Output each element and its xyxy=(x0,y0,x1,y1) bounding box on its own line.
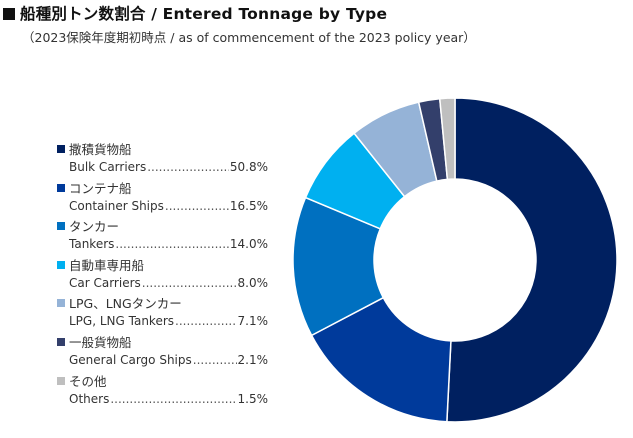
legend-item: 自動車専用船 Car Carriers 8.0% xyxy=(57,257,270,295)
legend-label-jp: 自動車専用船 xyxy=(69,257,145,273)
legend-row-en: General Cargo Ships 2.1% xyxy=(69,353,268,367)
legend-value: 8.0% xyxy=(237,275,269,290)
legend-row-en: Others 1.5% xyxy=(69,392,268,406)
legend-label-en: Car Carriers xyxy=(69,275,141,290)
legend-label-en: Container Ships xyxy=(69,198,164,213)
legend-swatch xyxy=(57,183,65,192)
legend-swatch xyxy=(57,145,65,153)
legend-row-en: LPG, LNG Tankers 7.1% xyxy=(69,314,268,328)
legend-row-en: Container Ships 16.5% xyxy=(69,199,268,213)
legend-label-jp: タンカー xyxy=(69,219,120,235)
legend-item: LPG、LNGタンカー LPG, LNG Tankers 7.1% xyxy=(57,295,270,333)
donut-slice xyxy=(438,97,456,181)
legend-swatch xyxy=(57,299,65,308)
legend-value: 2.1% xyxy=(237,353,269,367)
legend-swatch xyxy=(57,338,65,346)
legend-row-en: Bulk Carriers 50.8% xyxy=(69,160,268,174)
legend-item: その他 Others 1.5% xyxy=(57,373,270,411)
legend-item: 撒積貨物船 Bulk Carriers 50.8% xyxy=(57,141,270,179)
legend-value: 14.0% xyxy=(229,237,268,252)
title-square-icon xyxy=(3,8,15,20)
legend-swatch xyxy=(57,222,65,231)
legend-item: コンテナ船 Container Ships 16.5% xyxy=(57,180,270,218)
chart-title-text: 船種別トン数割合 / Entered Tonnage by Type xyxy=(20,5,388,23)
legend-value: 16.5% xyxy=(229,198,268,213)
legend-row-en: Car Carriers 8.0% xyxy=(69,276,268,290)
chart-title: 船種別トン数割合 / Entered Tonnage by Type xyxy=(3,2,387,24)
legend-label-en: Tankers xyxy=(69,237,115,252)
legend-label-jp: コンテナ船 xyxy=(69,180,132,196)
chart-subtitle: （2023保険年度期初時点 / as of commencement of th… xyxy=(22,30,476,45)
legend-label-jp: 一般貨物船 xyxy=(69,335,132,350)
legend-label-en: General Cargo Ships xyxy=(69,353,192,367)
legend-value: 50.8% xyxy=(229,160,268,174)
legend-value: 1.5% xyxy=(237,391,269,406)
legend-row-en: Tankers 14.0% xyxy=(69,237,268,251)
legend-label-jp: 撒積貨物船 xyxy=(69,142,132,157)
legend-label-jp: LPG、LNGタンカー xyxy=(69,296,182,312)
legend-swatch xyxy=(57,376,65,385)
legend-value: 7.1% xyxy=(237,314,269,329)
legend-swatch xyxy=(57,260,65,269)
donut-slice xyxy=(446,97,618,423)
legend-item: 一般貨物船 General Cargo Ships 2.1% xyxy=(57,334,270,372)
legend-item: タンカー Tankers 14.0% xyxy=(57,218,270,256)
legend-label-en: Others xyxy=(69,391,110,406)
legend-label-en: LPG, LNG Tankers xyxy=(69,314,175,329)
legend-label-jp: その他 xyxy=(69,373,107,389)
legend-label-en: Bulk Carriers xyxy=(69,160,147,174)
